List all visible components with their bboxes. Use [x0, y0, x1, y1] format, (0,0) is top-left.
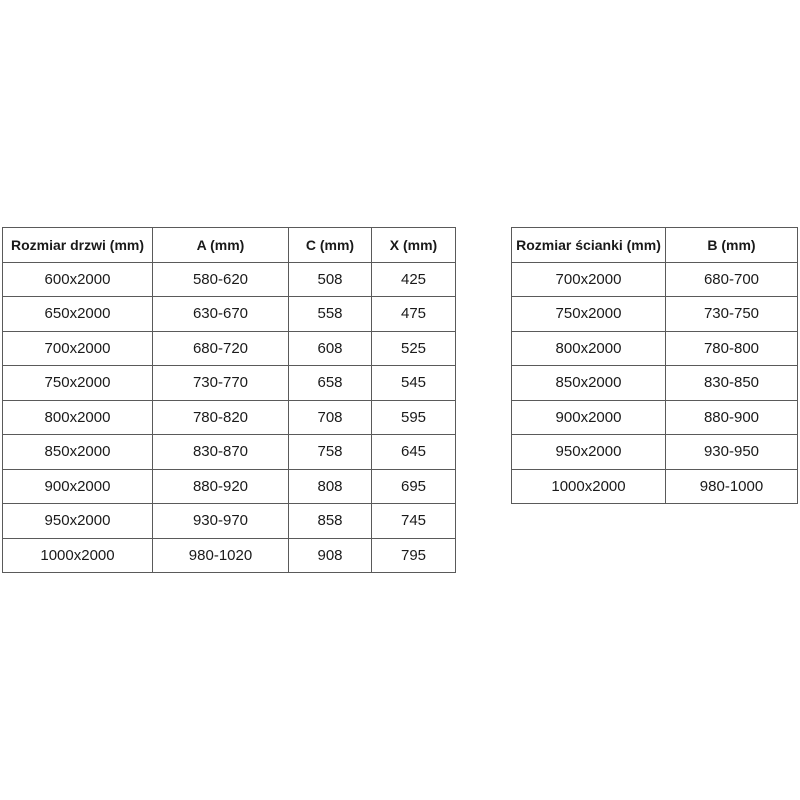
table-cell: 858 [288, 503, 372, 539]
table-cell: 808 [288, 468, 372, 504]
table-cell: 730-750 [665, 296, 798, 332]
table-cell: 800x2000 [511, 330, 666, 366]
table-cell: 730-770 [152, 365, 289, 401]
table-row: 700x2000 680-700 [511, 261, 798, 297]
table-cell: 1000x2000 [2, 537, 153, 573]
table-cell: 545 [371, 365, 456, 401]
table-cell: 950x2000 [2, 503, 153, 539]
table-row: 1000x2000 980-1020 908 795 [2, 537, 456, 573]
header-row: Rozmiar drzwi (mm) A (mm) C (mm) X (mm) [2, 227, 456, 263]
column-header: C (mm) [288, 227, 372, 263]
table-row: 750x2000 730-770 658 545 [2, 365, 456, 401]
table-cell: 700x2000 [2, 330, 153, 366]
table-cell: 745 [371, 503, 456, 539]
table-row: 850x2000 830-870 758 645 [2, 434, 456, 470]
table-cell: 558 [288, 296, 372, 332]
table-cell: 658 [288, 365, 372, 401]
table-row: 700x2000 680-720 608 525 [2, 330, 456, 366]
table-row: 900x2000 880-920 808 695 [2, 468, 456, 504]
table-cell: 980-1020 [152, 537, 289, 573]
column-header: B (mm) [665, 227, 798, 263]
table-cell: 880-900 [665, 399, 798, 435]
table-cell: 830-870 [152, 434, 289, 470]
table-row: 850x2000 830-850 [511, 365, 798, 401]
table-cell: 780-800 [665, 330, 798, 366]
table-cell: 680-700 [665, 261, 798, 297]
table-cell: 645 [371, 434, 456, 470]
table-row: 650x2000 630-670 558 475 [2, 296, 456, 332]
table-cell: 475 [371, 296, 456, 332]
column-header: A (mm) [152, 227, 289, 263]
table-cell: 695 [371, 468, 456, 504]
column-header: X (mm) [371, 227, 456, 263]
table-cell: 600x2000 [2, 261, 153, 297]
table-cell: 950x2000 [511, 434, 666, 470]
door-size-table: Rozmiar drzwi (mm) A (mm) C (mm) X (mm) 600… [2, 227, 456, 573]
table-cell: 758 [288, 434, 372, 470]
table-cell: 608 [288, 330, 372, 366]
table-row: 900x2000 880-900 [511, 399, 798, 435]
table-cell: 850x2000 [511, 365, 666, 401]
table-row: 800x2000 780-820 708 595 [2, 399, 456, 435]
table-cell: 750x2000 [511, 296, 666, 332]
table-cell: 750x2000 [2, 365, 153, 401]
table-cell: 580-620 [152, 261, 289, 297]
table-cell: 780-820 [152, 399, 289, 435]
table-row: 600x2000 580-620 508 425 [2, 261, 456, 297]
table-cell: 900x2000 [511, 399, 666, 435]
table-row: 950x2000 930-950 [511, 434, 798, 470]
table-row: 1000x2000 980-1000 [511, 468, 798, 504]
table-cell: 1000x2000 [511, 468, 666, 504]
table-cell: 880-920 [152, 468, 289, 504]
table-cell: 908 [288, 537, 372, 573]
table-cell: 800x2000 [2, 399, 153, 435]
column-header: Rozmiar ścianki (mm) [511, 227, 666, 263]
table-cell: 525 [371, 330, 456, 366]
table-cell: 680-720 [152, 330, 289, 366]
table-cell: 830-850 [665, 365, 798, 401]
table-cell: 795 [371, 537, 456, 573]
table-row: 750x2000 730-750 [511, 296, 798, 332]
table-row: 950x2000 930-970 858 745 [2, 503, 456, 539]
table-cell: 930-970 [152, 503, 289, 539]
header-row: Rozmiar ścianki (mm) B (mm) [511, 227, 798, 263]
table-row: 800x2000 780-800 [511, 330, 798, 366]
column-header: Rozmiar drzwi (mm) [2, 227, 153, 263]
table-cell: 650x2000 [2, 296, 153, 332]
table-cell: 900x2000 [2, 468, 153, 504]
table-cell: 850x2000 [2, 434, 153, 470]
table-cell: 930-950 [665, 434, 798, 470]
panel-size-table: Rozmiar ścianki (mm) B (mm) 700x2000 680-7… [511, 227, 798, 504]
table-cell: 980-1000 [665, 468, 798, 504]
table-cell: 425 [371, 261, 456, 297]
table-cell: 700x2000 [511, 261, 666, 297]
table-cell: 595 [371, 399, 456, 435]
table-cell: 508 [288, 261, 372, 297]
table-cell: 630-670 [152, 296, 289, 332]
table-cell: 708 [288, 399, 372, 435]
